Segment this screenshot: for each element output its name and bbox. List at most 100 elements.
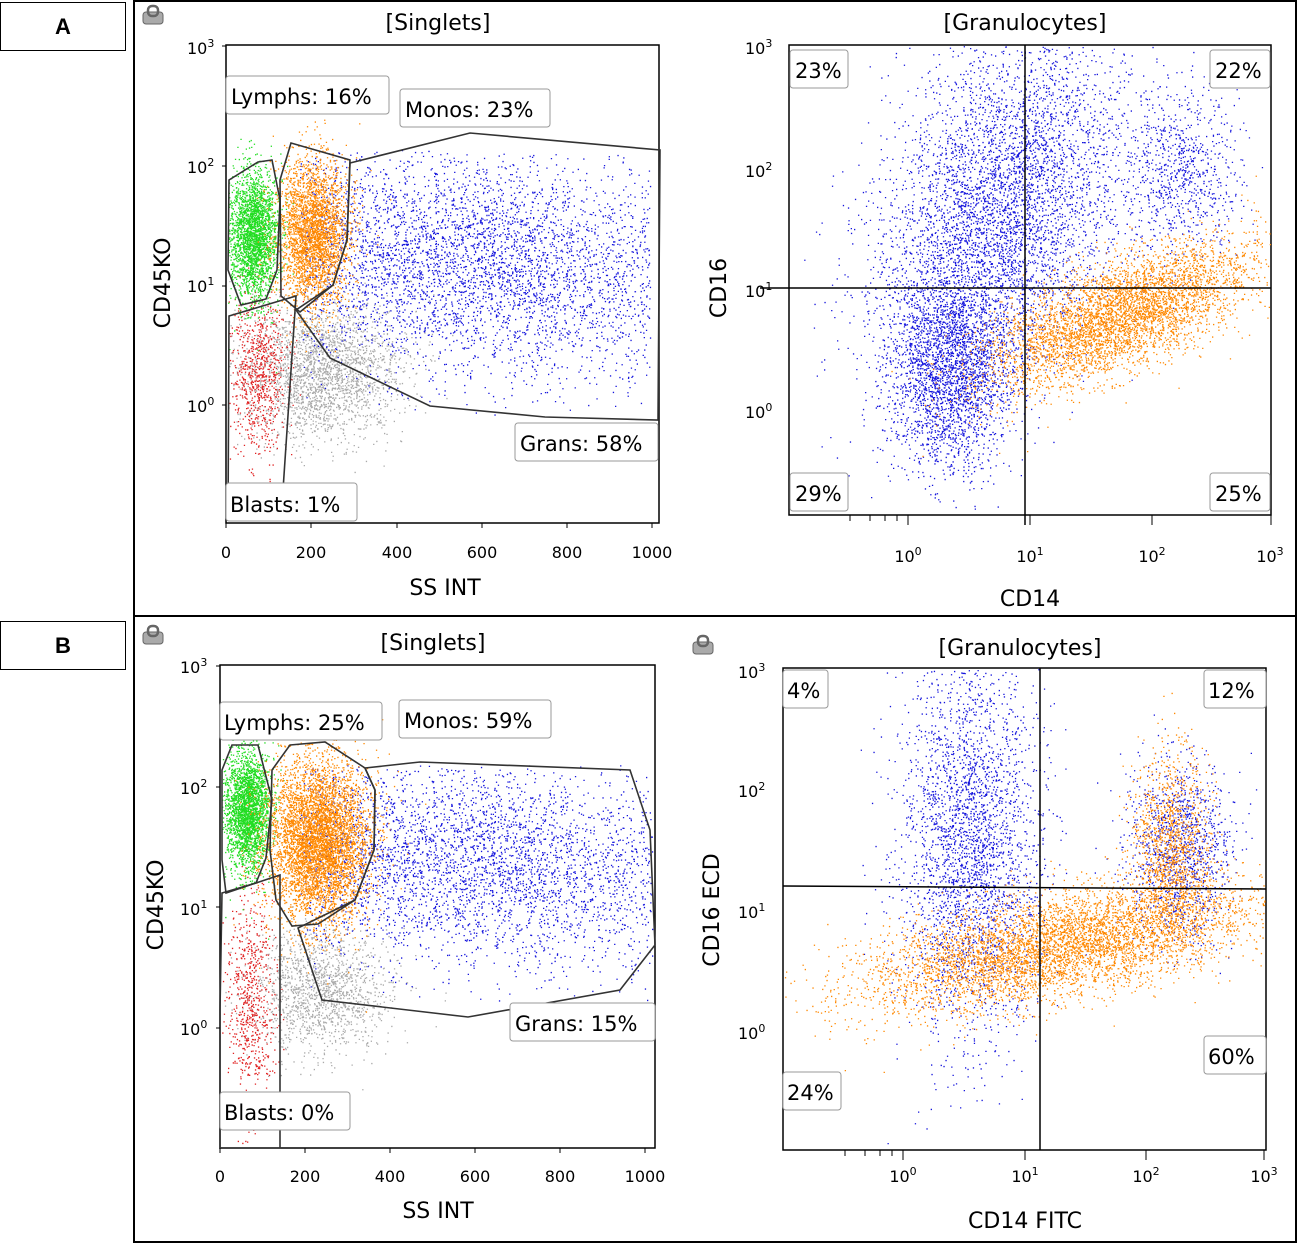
x-ticks [844,1150,1265,1160]
quadrant-horizontal-line [782,885,1267,890]
gate-icon[interactable] [692,634,714,655]
quadrant-label-lower-right: 25% [1209,472,1271,512]
blue-event-cloud [300,150,652,416]
x-tick-labels: 100 101 102 103 [894,545,1283,566]
svg-text:25%: 25% [1215,482,1262,506]
orange-event-cloud [233,704,427,1013]
svg-text:101: 101 [745,280,772,301]
plot-area [782,667,1267,1151]
svg-text:200: 200 [296,543,327,562]
y-axis-label: CD16 ECD [700,853,725,967]
svg-text:103: 103 [738,661,765,682]
x-axis-label: SS INT [402,1199,474,1224]
svg-text:103: 103 [1256,545,1283,566]
gate-label-blasts: Blasts: 0% [219,1091,351,1131]
svg-text:400: 400 [382,543,413,562]
scatter-layer [784,669,1266,1145]
svg-text:101: 101 [180,898,207,919]
svg-text:600: 600 [460,1167,491,1186]
svg-text:103: 103 [187,37,214,58]
gate-label-grans: Grans: 58% [514,422,659,462]
gate-icon[interactable] [142,624,164,645]
gate-icon[interactable] [142,4,164,25]
y-ticks [216,665,220,1029]
y-axis-label: CD45KO [144,860,169,951]
quadrant-label-upper-right: 22% [1209,49,1271,89]
gate-lymphs[interactable] [221,744,273,895]
panel-label-a: A [0,2,126,51]
svg-text:0: 0 [215,1167,225,1186]
y-axis-label: CD45KO [151,238,176,329]
svg-text:102: 102 [745,160,772,181]
svg-text:Grans: 15%: Grans: 15% [515,1012,637,1036]
plot-title: [Singlets] [381,631,486,656]
svg-text:800: 800 [552,543,583,562]
svg-text:22%: 22% [1215,59,1262,83]
svg-text:0: 0 [221,543,231,562]
svg-text:1000: 1000 [632,543,673,562]
y-axis-label: CD16 [707,258,732,318]
svg-text:102: 102 [187,156,214,177]
gate-label-lymphs: Lymphs: 25% [219,701,383,741]
svg-text:100: 100 [894,545,921,566]
svg-text:103: 103 [1250,1165,1277,1186]
y-tick-labels: 103 102 101 100 [738,661,765,1043]
svg-text:101: 101 [1016,545,1043,566]
green-event-cloud [222,716,285,940]
gate-label-blasts: Blasts: 1% [225,482,358,522]
y-tick-labels: 103 102 101 100 [187,37,214,416]
y-tick-labels: 103 102 101 100 [745,37,772,422]
svg-text:101: 101 [738,901,765,922]
x-tick-labels: 0 200 400 600 800 1000 [215,1167,665,1186]
quadrant-label-lower-left: 29% [789,472,849,512]
x-ticks [849,515,1272,525]
gate-label-grans: Grans: 15% [509,1002,656,1042]
gate-grans[interactable] [294,132,661,421]
svg-text:100: 100 [889,1165,916,1186]
green-event-cloud [228,138,294,374]
panel-label-b: B [0,621,126,670]
x-axis-label: CD14 [1000,587,1060,612]
gate-monos[interactable] [269,741,376,927]
gray-event-cloud [224,888,447,1091]
x-tick-labels: 0 200 400 600 800 1000 [221,543,672,562]
quadrant-label-upper-right: 12% [1203,669,1267,709]
orange-event-cloud [256,110,392,353]
gate-label-lymphs: Lymphs: 16% [225,75,390,115]
quadrant-label-upper-left: 23% [789,49,849,89]
gate-label-monos: Monos: 23% [399,88,551,128]
gate-grans[interactable] [297,761,656,1018]
svg-text:100: 100 [745,401,772,422]
svg-text:Blasts: 0%: Blasts: 0% [224,1101,334,1125]
quadrant-label-lower-left: 24% [782,1071,842,1111]
plot-title: [Granulocytes] [939,636,1102,661]
panel-b-frame [133,615,1297,1243]
quadrant-label-upper-left: 4% [782,669,829,709]
gray-event-cloud [228,229,454,497]
svg-text:600: 600 [467,543,498,562]
quadrant-label-lower-right: 60% [1203,1035,1267,1075]
svg-text:Blasts: 1%: Blasts: 1% [230,493,340,517]
svg-text:200: 200 [290,1167,321,1186]
svg-text:103: 103 [180,656,207,677]
gate-lymphs[interactable] [227,159,281,306]
svg-text:24%: 24% [787,1081,834,1105]
x-ticks [219,1148,646,1153]
svg-text:102: 102 [180,777,207,798]
svg-text:4%: 4% [787,679,820,703]
svg-text:12%: 12% [1208,679,1255,703]
gate-blasts[interactable] [219,873,281,1149]
svg-text:103: 103 [745,37,772,58]
svg-text:400: 400 [375,1167,406,1186]
plot-title: [Singlets] [386,11,491,36]
svg-text:100: 100 [180,1018,207,1039]
x-tick-labels: 100 101 102 103 [889,1165,1277,1186]
x-ticks [225,523,653,528]
svg-text:100: 100 [187,395,214,416]
y-tick-labels: 103 102 101 100 [180,656,207,1039]
svg-text:29%: 29% [795,482,842,506]
